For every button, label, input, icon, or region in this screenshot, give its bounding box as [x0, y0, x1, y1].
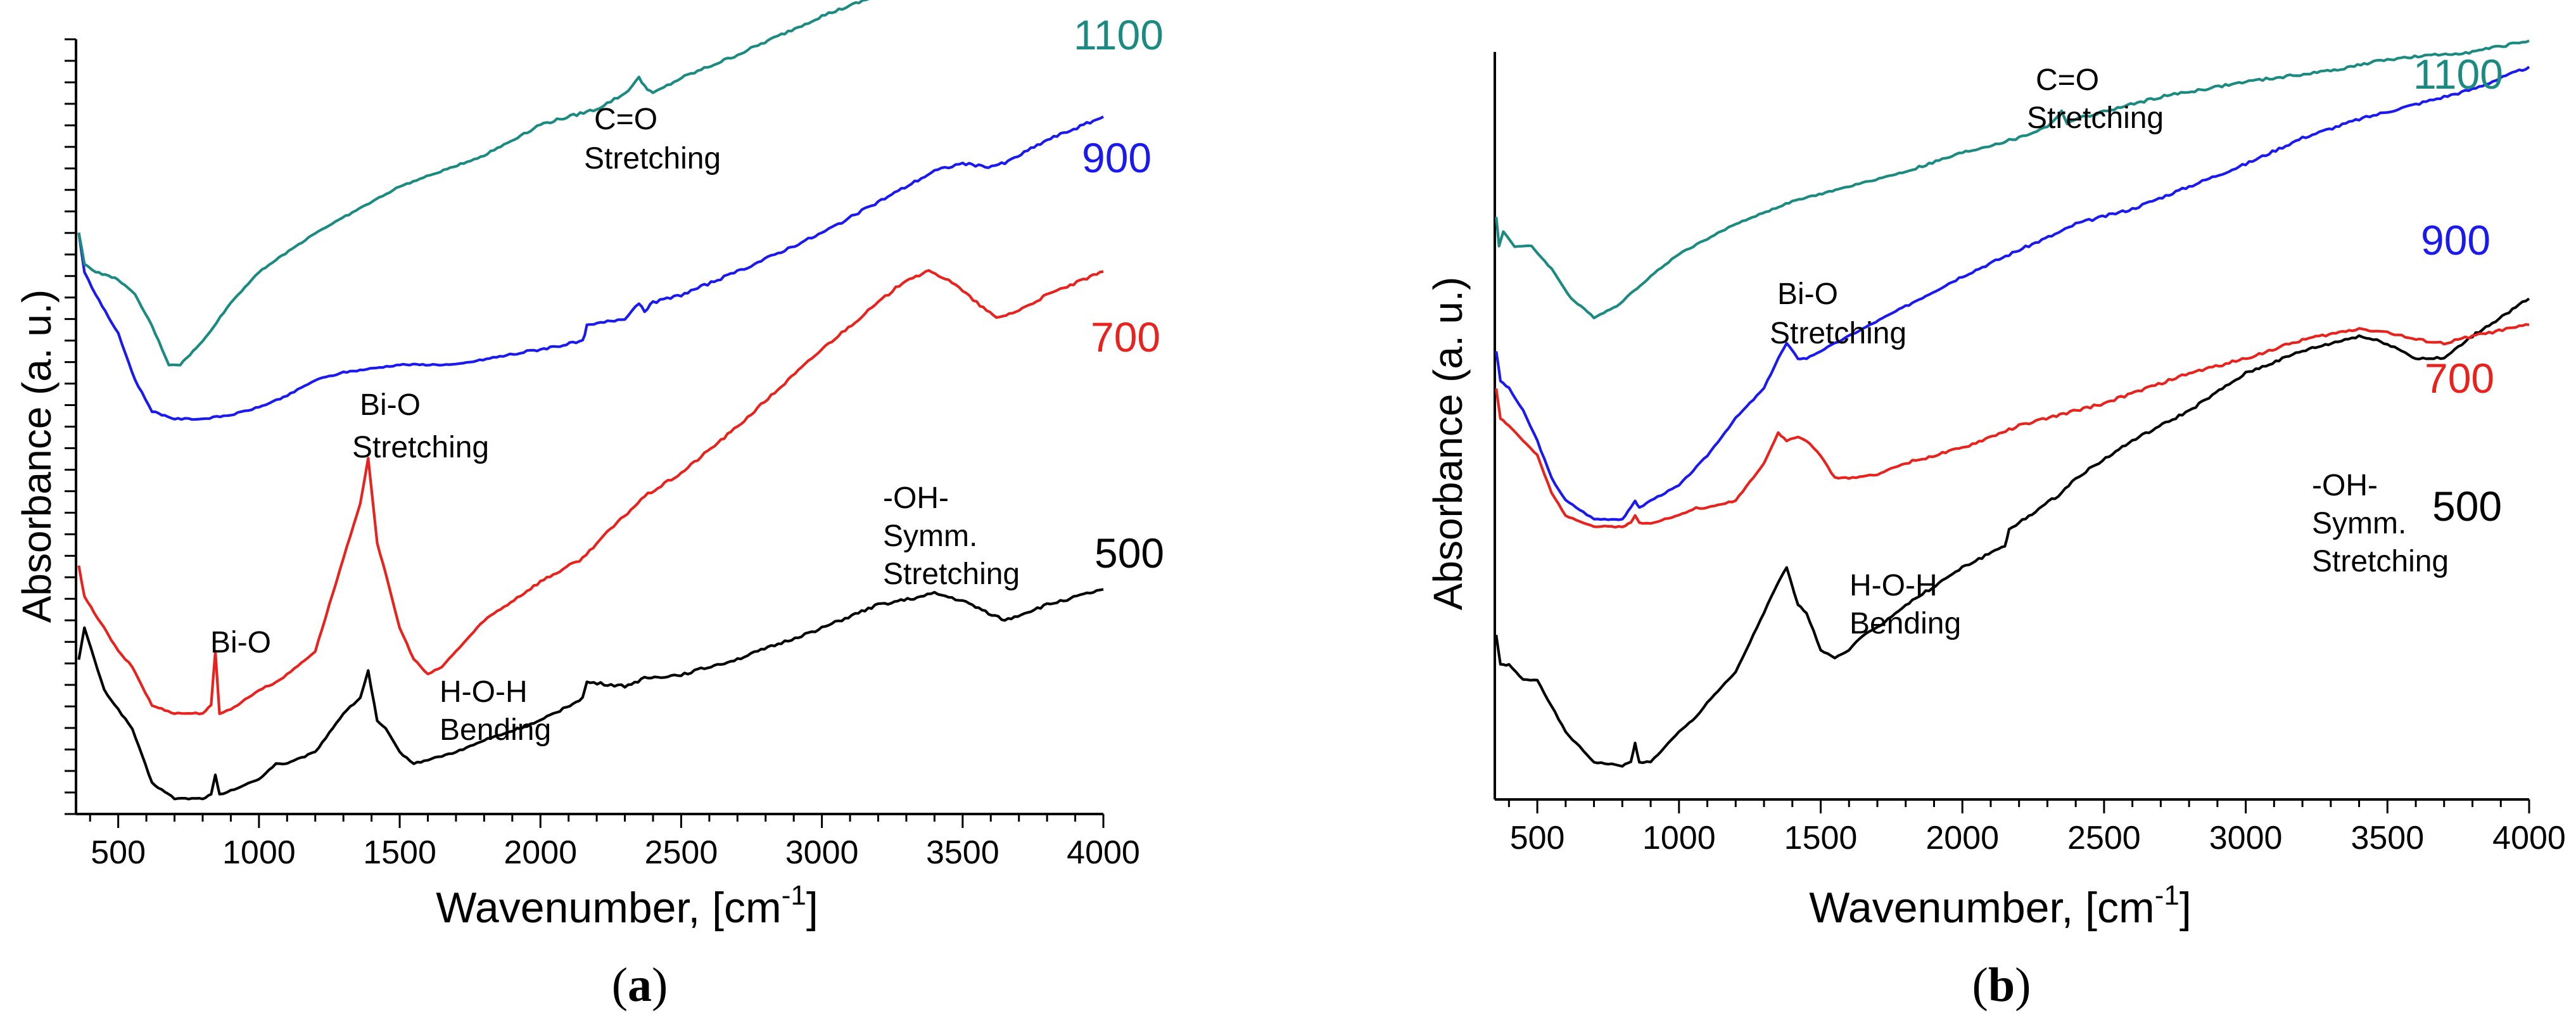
svg-text:Stretching: Stretching: [584, 142, 721, 175]
svg-text:Bi-O: Bi-O: [1777, 277, 1838, 311]
svg-text:H-O-H: H-O-H: [440, 675, 528, 709]
panel-b-x-tick-label: 4000: [2492, 820, 2566, 856]
panel-b-x-tick-label: 3500: [2351, 820, 2424, 856]
svg-text:-OH-: -OH-: [2312, 469, 2378, 502]
svg-text:-OH-: -OH-: [883, 481, 949, 515]
panel-a-annotation-oh: -OH- Symm. Stretching: [883, 481, 1020, 591]
panel-b-x-axis-label: Wavenumber, [cm-1]: [1809, 880, 2191, 932]
svg-text:Stretching: Stretching: [883, 557, 1020, 591]
panel-a-x-axis-label: Wavenumber, [cm-1]: [436, 880, 818, 932]
svg-text:Symm.: Symm.: [883, 519, 977, 553]
svg-text:C=O: C=O: [2036, 63, 2099, 97]
panel-b-x-tick-label: 3000: [2209, 820, 2283, 856]
panel-a-x-tick-label: 3000: [785, 834, 859, 871]
panel-a-label-900: 900: [1082, 134, 1152, 181]
svg-text:Stretching: Stretching: [2312, 545, 2449, 578]
panel-a-series-500: [77, 588, 1104, 801]
panel-a-curves: [77, 0, 1104, 801]
panel-a-label-700: 700: [1091, 314, 1160, 360]
panel-a-series-1100: [77, 0, 870, 367]
panel-a-x-tick-label: 1000: [222, 834, 296, 871]
panel-b-y-axis-label: Absorbance (a. u.): [1425, 277, 1471, 611]
panel-a-label-1100: 1100: [1074, 11, 1164, 58]
panel-a-series-900: [77, 115, 1104, 421]
panel-a-x-tick-label: 1500: [363, 834, 436, 871]
panel-a-annotation-co: C=O Stretching: [584, 103, 721, 175]
panel-b-label-700: 700: [2425, 355, 2494, 402]
panel-a-y-axis-label: Absorbance (a. u.): [14, 289, 60, 623]
svg-text:Bending: Bending: [440, 713, 551, 747]
svg-text:Bending: Bending: [1850, 607, 1961, 640]
panel-b-label-500: 500: [2432, 483, 2502, 530]
svg-text:Symm.: Symm.: [2312, 507, 2406, 540]
svg-text:H-O-H: H-O-H: [1850, 569, 1938, 602]
panel-b-x-tick-label: 1500: [1784, 820, 1858, 856]
panel-b-label-1100: 1100: [2413, 51, 2503, 98]
panel-b: Absorbance (a. u.) 500 1000 1500 2000 2500 30…: [1425, 39, 2566, 1012]
panel-a-x-tick-label: 500: [91, 834, 146, 871]
svg-text:Stretching: Stretching: [2027, 101, 2164, 135]
panel-b-x-tick-label: 500: [1510, 820, 1565, 856]
panel-b-annotation-bio: Bi-O Stretching: [1770, 277, 1907, 350]
panel-a-caption: (a): [612, 958, 668, 1012]
panel-a-label-500: 500: [1094, 530, 1164, 576]
panel-a-annotation-bio: Bi-O: [210, 626, 271, 659]
svg-text:Bi-O: Bi-O: [360, 388, 421, 422]
panel-b-series-700: [1495, 323, 2530, 529]
svg-text:Stretching: Stretching: [1770, 317, 1907, 350]
panel-b-axes: 500 1000 1500 2000 2500 3000 3500 4000: [1494, 52, 2566, 856]
panel-b-annotation-oh: -OH- Symm. Stretching: [2312, 469, 2449, 578]
panel-b-annotation-hoh: H-O-H Bending: [1850, 569, 1961, 640]
panel-a-annotation-bio-stretching: Bi-O Stretching: [352, 388, 489, 464]
panel-a: Absorbance (a. u.) 500 1000 1500 2000 2500 30…: [14, 0, 1164, 1012]
panel-a-x-tick-label: 4000: [1067, 834, 1140, 871]
svg-text:Stretching: Stretching: [352, 431, 489, 464]
panel-a-x-tick-label: 2000: [504, 834, 577, 871]
panel-a-x-tick-label: 2500: [645, 834, 718, 871]
panel-b-x-tick-label: 1000: [1642, 820, 1716, 856]
panel-b-label-900: 900: [2421, 217, 2490, 264]
panel-b-curves: [1495, 39, 2530, 768]
panel-b-series-900: [1495, 65, 2530, 521]
panel-b-caption: (b): [1972, 958, 2031, 1012]
panel-b-series-1100: [1495, 39, 2530, 320]
panel-b-annotation-co: C=O Stretching: [2027, 63, 2164, 135]
svg-text:C=O: C=O: [594, 103, 657, 136]
panel-b-series-500: [1495, 297, 2530, 768]
panel-b-x-tick-label: 2500: [2067, 820, 2141, 856]
panel-b-x-tick-label: 2000: [1926, 820, 1999, 856]
panel-a-axes: 500 1000 1500 2000 2500 3000 3500 4000: [65, 38, 1140, 871]
panel-a-x-tick-label: 3500: [926, 834, 999, 871]
svg-text:Bi-O: Bi-O: [210, 626, 271, 659]
panel-a-annotation-hoh: H-O-H Bending: [440, 675, 551, 747]
panel-a-series-700: [77, 269, 1104, 716]
